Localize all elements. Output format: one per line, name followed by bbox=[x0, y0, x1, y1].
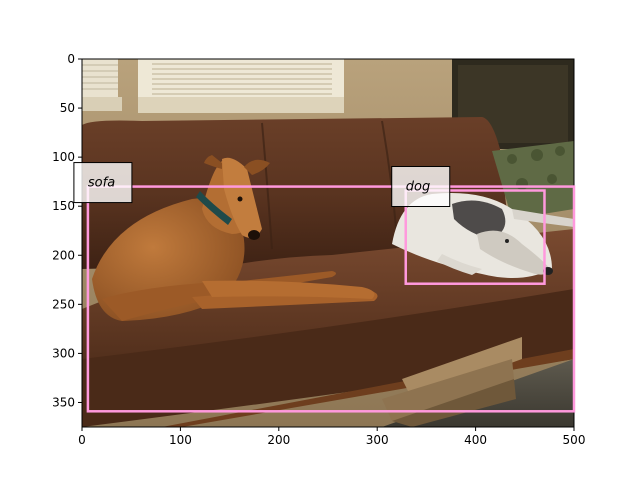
detections: sofa dog bbox=[73, 162, 576, 413]
detection-label: sofa bbox=[88, 176, 115, 191]
white-dog bbox=[392, 193, 574, 278]
x-tick-label: 400 bbox=[464, 433, 487, 447]
bounding-box bbox=[86, 185, 576, 413]
brown-dog bbox=[92, 155, 378, 321]
photo-illustration bbox=[82, 59, 574, 427]
sofa-front bbox=[82, 289, 574, 427]
detection-sofa: sofa bbox=[73, 162, 576, 413]
photo bbox=[82, 59, 574, 427]
y-tick-label: 150 bbox=[52, 199, 75, 213]
detection-label: dog bbox=[406, 179, 430, 194]
axes-frame bbox=[81, 58, 575, 428]
bounding-box bbox=[404, 189, 546, 285]
y-tick-label: 250 bbox=[52, 297, 75, 311]
label-box bbox=[391, 165, 451, 207]
y-axis: 0 50 100 150 200 250 300 350 bbox=[52, 52, 82, 409]
y-tick-label: 350 bbox=[52, 395, 75, 409]
x-tick-label: 500 bbox=[563, 433, 586, 447]
detection-dog: dog bbox=[391, 165, 546, 285]
y-tick-label: 100 bbox=[52, 150, 75, 164]
y-tick-label: 300 bbox=[52, 346, 75, 360]
y-tick-label: 50 bbox=[60, 101, 75, 115]
x-tick-label: 0 bbox=[78, 433, 86, 447]
y-tick-label: 200 bbox=[52, 248, 75, 262]
x-tick-label: 200 bbox=[267, 433, 290, 447]
y-tick-label: 0 bbox=[67, 52, 75, 66]
x-axis: 0 100 200 300 400 500 bbox=[78, 427, 585, 447]
window-left bbox=[82, 59, 122, 111]
boxes bbox=[382, 337, 522, 427]
window-center bbox=[138, 59, 344, 113]
x-tick-label: 100 bbox=[169, 433, 192, 447]
label-box bbox=[73, 162, 133, 204]
x-tick-label: 300 bbox=[366, 433, 389, 447]
